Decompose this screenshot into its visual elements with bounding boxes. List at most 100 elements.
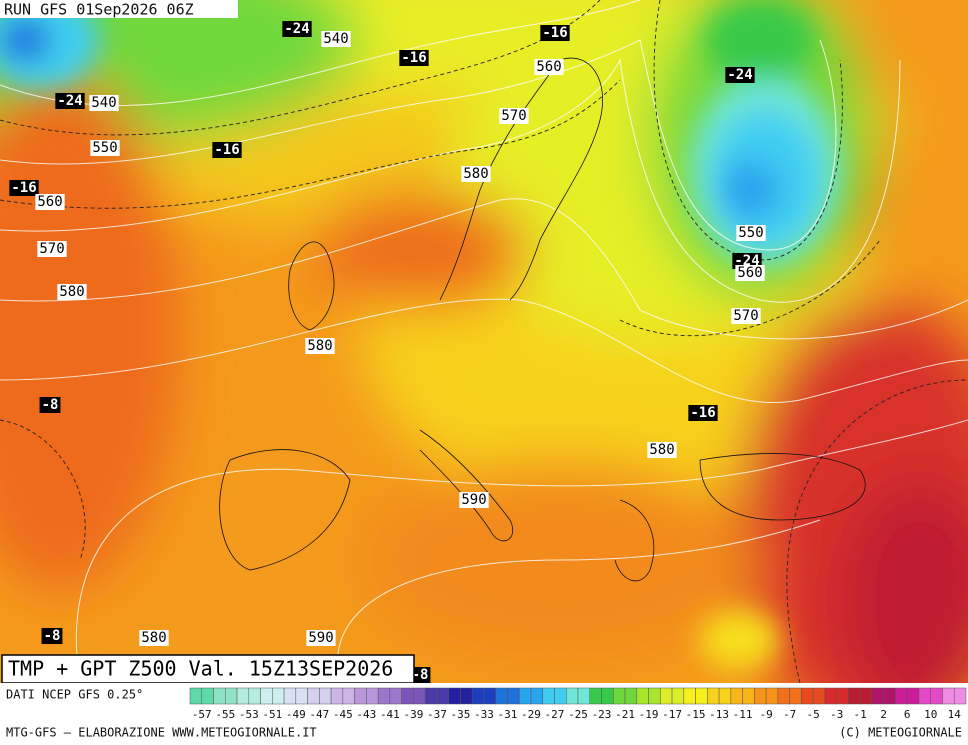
scale-box xyxy=(883,687,896,705)
scale-label: 14 xyxy=(948,708,962,721)
label-text: -16 xyxy=(11,180,36,196)
scale-box xyxy=(777,687,790,705)
scale-box xyxy=(718,687,732,705)
scale-box xyxy=(460,687,473,705)
label-text: 580 xyxy=(307,338,332,354)
label-text: 560 xyxy=(737,265,762,281)
label-box xyxy=(540,25,570,41)
scale-box xyxy=(507,687,520,705)
scale-box xyxy=(730,687,743,705)
scale-box xyxy=(554,687,567,705)
temperature-label: -8 xyxy=(41,628,63,644)
scale-box xyxy=(906,687,920,705)
label-text: -8 xyxy=(412,667,429,683)
label-text: 580 xyxy=(649,442,674,458)
scale-box xyxy=(248,687,261,705)
scale-box xyxy=(354,687,367,705)
label-box xyxy=(305,338,335,354)
label-text: 590 xyxy=(461,492,486,508)
scale-box xyxy=(342,687,355,705)
scale-box xyxy=(236,687,250,705)
scale-box xyxy=(636,687,649,705)
scale-box xyxy=(765,687,779,705)
label-text: 580 xyxy=(141,630,166,646)
scale-box xyxy=(189,687,203,705)
label-text: 540 xyxy=(323,31,348,47)
scale-label: -51 xyxy=(262,708,282,721)
height-label: 580 xyxy=(461,166,491,182)
color-scale: -57 -55 -53 -51 -49 -47 -45 -43 -41 -39 -37 -35 -33-… xyxy=(189,687,967,721)
scale-box xyxy=(754,687,767,705)
scale-box xyxy=(366,687,379,705)
scale-box xyxy=(424,687,438,705)
height-label: 560 xyxy=(534,59,564,75)
scale-label: -7 xyxy=(783,708,796,721)
label-text: -16 xyxy=(401,50,426,66)
scale-box xyxy=(895,687,908,705)
footer-left: MTG-GFS — ELABORAZIONE WWW.METEOGIORNALE… xyxy=(6,726,317,740)
scale-box xyxy=(401,687,414,705)
scale-label: 2 xyxy=(880,708,887,721)
temperature-label: -16 xyxy=(399,50,429,66)
cold-pools xyxy=(0,0,840,670)
scale-label: -21 xyxy=(615,708,635,721)
label-box xyxy=(736,225,766,241)
label-box xyxy=(735,265,765,281)
height-label: 550 xyxy=(736,225,766,241)
scale-label: -41 xyxy=(380,708,400,721)
height-label: 580 xyxy=(57,284,87,300)
scale-box xyxy=(601,687,614,705)
label-text: 560 xyxy=(536,59,561,75)
label-box xyxy=(37,241,67,257)
label-text: -24 xyxy=(727,67,752,83)
height-contours xyxy=(0,0,968,683)
scale-label: -15 xyxy=(686,708,706,721)
scale-box xyxy=(330,687,344,705)
scale-box xyxy=(272,687,285,705)
scale-box xyxy=(413,687,426,705)
label-text: 570 xyxy=(501,108,526,124)
height-label: 540 xyxy=(89,95,119,111)
scale-label: -47 xyxy=(309,708,329,721)
label-box xyxy=(9,180,39,196)
label-box xyxy=(55,93,85,109)
scale-label: 6 xyxy=(904,708,911,721)
run-label: RUN GFS 01Sep2026 06Z xyxy=(4,1,194,19)
scale-box xyxy=(707,687,720,705)
height-label: 550 xyxy=(90,140,120,156)
scale-label: -11 xyxy=(733,708,753,721)
scale-box xyxy=(577,687,591,705)
scale-label: -27 xyxy=(545,708,565,721)
scale-box xyxy=(201,687,214,705)
label-text: -8 xyxy=(44,628,61,644)
scale-box xyxy=(448,687,461,705)
label-text: 580 xyxy=(59,284,84,300)
scale-box xyxy=(812,687,826,705)
label-box xyxy=(35,194,65,210)
temperature-label: -16 xyxy=(540,25,570,41)
scale-box xyxy=(624,687,638,705)
scale-label: -37 xyxy=(427,708,447,721)
scale-box xyxy=(942,687,955,705)
scale-label: -31 xyxy=(498,708,518,721)
scale-box xyxy=(319,687,332,705)
label-box xyxy=(57,284,87,300)
scale-label: -57 xyxy=(192,708,212,721)
height-label: 570 xyxy=(731,308,761,324)
label-box xyxy=(90,140,120,156)
height-label: 590 xyxy=(306,630,336,646)
scale-box xyxy=(518,687,532,705)
label-box xyxy=(41,628,63,644)
label-box xyxy=(321,31,351,47)
temperature-label: -16 xyxy=(688,405,718,421)
label-box xyxy=(499,108,529,124)
scale-box xyxy=(930,687,943,705)
height-label: 560 xyxy=(735,265,765,281)
label-box xyxy=(461,166,491,182)
scale-box xyxy=(589,687,602,705)
label-box xyxy=(534,59,564,75)
scale-box xyxy=(836,687,849,705)
label-text: 570 xyxy=(39,241,64,257)
